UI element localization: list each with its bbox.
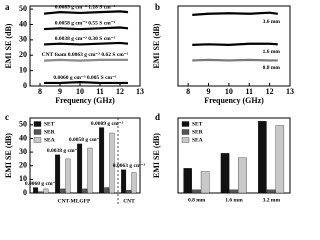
y-tick-label: 10 [19, 174, 27, 183]
x-tick-label: 12 [266, 87, 274, 96]
x-tick-label: 3.2 mm [263, 197, 281, 203]
bar [275, 125, 285, 194]
bar [266, 189, 276, 194]
legend-label: SER [44, 129, 56, 135]
data-line [43, 26, 129, 31]
y-tick-label: 30 [19, 147, 27, 156]
bar [131, 172, 137, 194]
bar [104, 187, 110, 194]
series-label: 0.8 mm [263, 65, 281, 71]
bar [229, 189, 239, 194]
bar [82, 188, 88, 194]
x-tick-label: 9 [58, 87, 62, 96]
bar [77, 143, 83, 194]
bar [183, 168, 192, 194]
bar-group-label: 0.0038 g cm⁻³ [47, 148, 80, 154]
legend-label: SEA [44, 137, 55, 143]
series-label: 0.0089 g cm⁻³ 1.18 S cm⁻¹ [55, 4, 116, 10]
data-line [44, 81, 128, 85]
legend-swatch [33, 129, 42, 135]
bar-group-label: 0.0063 g cm⁻³ [113, 163, 146, 169]
bar [109, 132, 115, 194]
bar-group-label: 0.0089 g cm⁻³ [91, 121, 124, 127]
legend-label: SER [192, 129, 204, 135]
plot-frame [177, 5, 291, 87]
bar [55, 154, 61, 194]
legend-label: SET [44, 121, 55, 127]
bar [220, 153, 230, 194]
series-label: 3.6 mm [263, 19, 281, 25]
x-tick-label: 0.8 mm [188, 197, 206, 203]
legend-label: SEA [192, 137, 203, 143]
legend-swatch [181, 129, 190, 135]
group-label: CNT [123, 198, 135, 204]
bar [43, 188, 49, 194]
bar [65, 158, 71, 194]
y-axis-label: EMI SE (dB) [4, 133, 13, 178]
x-tick-label: 8 [186, 87, 190, 96]
x-tick-label: 1.6 mm [225, 197, 243, 203]
x-tick-label: 13 [136, 87, 144, 96]
bar-group-label: 0.0060 g cm⁻³ [25, 181, 58, 187]
bar [87, 147, 93, 194]
x-axis-label: Frequency (GHz) [55, 96, 115, 105]
bar [238, 157, 247, 194]
y-tick-label: 10 [19, 65, 27, 74]
group-label: CNT-MLGFP [58, 198, 91, 204]
bar [192, 189, 201, 194]
y-axis-label: EMI SE (dB) [4, 23, 13, 68]
y-tick-label: 40 [19, 133, 27, 142]
data-line [192, 42, 278, 46]
legend-swatch [181, 137, 190, 143]
data-line [192, 11, 278, 16]
series-label: 0.0058 g cm⁻³ 0.55 S cm⁻¹ [55, 21, 116, 27]
y-axis-label: EMI SE (dB) [152, 133, 161, 178]
plot-frame [29, 5, 141, 87]
data-line [192, 58, 278, 62]
figure: a EMI SE (dB) 0 10 20 30 40 50 8 9 10 11 12 13 Frequen… [4, 2, 294, 205]
legend-swatch [33, 137, 42, 143]
bar [126, 190, 132, 194]
y-tick-label: 20 [19, 50, 27, 59]
y-axis-label: EMI SE (dB) [152, 23, 161, 68]
x-tick-label: 10 [76, 87, 84, 96]
y-tick-label: 0 [23, 81, 27, 90]
legend-swatch [33, 121, 42, 127]
bar [33, 187, 39, 194]
bar [60, 188, 66, 194]
bar [99, 127, 105, 194]
y-tick-label: 50 [19, 4, 27, 13]
bar [121, 169, 127, 194]
x-tick-label: 13 [286, 87, 294, 96]
bar [200, 171, 210, 194]
x-tick-label: 11 [96, 87, 104, 96]
series-label: CNT foam 0.0063 g cm⁻³ 0.62 S cm⁻¹ [42, 52, 129, 58]
x-tick-label: 11 [245, 87, 253, 96]
series-label: 1.6 mm [263, 49, 281, 55]
panel-label: d [155, 112, 160, 122]
y-tick-label: 30 [19, 35, 27, 44]
data-line [43, 10, 129, 15]
x-tick-label: 9 [207, 87, 211, 96]
data-line [43, 58, 128, 62]
panel-label: a [5, 2, 10, 12]
x-tick-label: 8 [38, 87, 42, 96]
bar-group-label: 0.0058 g cm⁻³ [69, 137, 102, 143]
bar [38, 191, 44, 194]
x-tick-label: 10 [225, 87, 233, 96]
x-axis-label: Frequency (GHz) [204, 96, 264, 105]
series-label: 0.0038 g cm⁻³ 0.30 S cm⁻¹ [55, 36, 116, 42]
y-tick-label: 50 [19, 120, 27, 129]
y-tick-label: 0 [23, 188, 27, 197]
y-tick-label: 40 [19, 19, 27, 28]
data-line [43, 41, 129, 46]
y-tick-label: 20 [19, 161, 27, 170]
legend-label: SET [192, 121, 203, 127]
panel-label: b [155, 2, 160, 12]
x-tick-label: 12 [116, 87, 124, 96]
series-label: 0.0060 g cm⁻³ 0.005 S cm⁻¹ [53, 75, 117, 81]
bar [258, 121, 267, 194]
panel-label: c [5, 112, 9, 122]
legend-swatch [181, 121, 190, 127]
